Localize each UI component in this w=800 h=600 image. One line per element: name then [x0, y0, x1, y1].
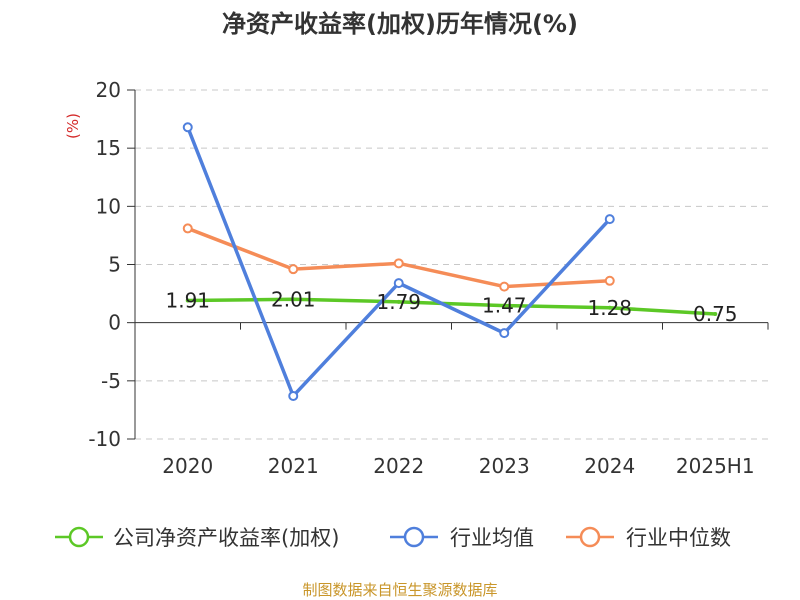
axes	[134, 90, 768, 439]
chart-title: 净资产收益率(加权)历年情况(%)	[222, 10, 578, 38]
y-tick-label: 20	[96, 78, 121, 102]
series-2-point	[604, 275, 615, 286]
data-label: 2.01	[271, 287, 316, 311]
series-0-line	[186, 297, 717, 316]
y-tick-label: -5	[101, 369, 121, 393]
legend-label: 行业中位数	[626, 526, 731, 550]
series-lines	[182, 122, 718, 401]
x-tick-label: 2021	[268, 454, 319, 478]
series-1-point	[182, 122, 193, 133]
series-2-point	[393, 258, 404, 269]
series-1-point	[288, 390, 299, 401]
series-0-point	[396, 299, 401, 304]
grid-lines	[135, 89, 768, 440]
x-tick-label: 2022	[373, 454, 424, 478]
legend-swatch-marker	[579, 526, 601, 548]
legend-swatch-marker	[403, 526, 425, 548]
data-label: 1.79	[376, 290, 421, 314]
legend-label: 行业均值	[450, 526, 534, 550]
data-label: 1.91	[165, 288, 210, 312]
y-tick-label: 15	[96, 136, 121, 160]
series-1-point	[604, 214, 615, 225]
series-2-line	[186, 226, 612, 289]
y-axis-ticks: 20 15 10 5 0 -5 -10	[88, 78, 135, 451]
data-label: 0.75	[693, 302, 738, 326]
series-0-point	[185, 298, 190, 303]
series-0-point	[291, 297, 296, 302]
series-0-point	[607, 305, 612, 310]
series-2-point	[288, 264, 299, 275]
data-labels: 1.91 2.01 1.79 1.47 1.28 0.75	[165, 287, 737, 326]
data-source-note: 制图数据来自恒生聚源数据库	[302, 581, 497, 599]
y-tick-label: 10	[96, 194, 121, 218]
series-1-point	[393, 278, 404, 289]
x-tick-label: 2024	[584, 454, 635, 478]
legend: 公司净资产收益率(加权) 行业均值 行业中位数	[55, 526, 731, 550]
data-label: 1.47	[482, 294, 527, 318]
y-tick-label: 0	[108, 311, 121, 335]
x-tick-label: 2023	[479, 454, 530, 478]
legend-swatch-marker	[68, 526, 90, 548]
series-0-point	[713, 311, 718, 316]
series-0-point	[502, 303, 507, 308]
data-label: 1.28	[587, 296, 632, 320]
x-tick-label: 2020	[162, 454, 213, 478]
y-tick-label: -10	[88, 427, 121, 451]
series-2-point	[499, 281, 510, 292]
y-axis-unit-label: (%)	[64, 113, 82, 139]
y-tick-label: 5	[108, 253, 121, 277]
x-tick-label: 2025H1	[676, 454, 755, 478]
series-1-point	[499, 328, 510, 339]
x-axis-ticks: 2020 2021 2022 2023 2024 2025H1	[134, 322, 769, 478]
legend-label: 公司净资产收益率(加权)	[113, 526, 339, 550]
series-2-point	[182, 223, 193, 234]
